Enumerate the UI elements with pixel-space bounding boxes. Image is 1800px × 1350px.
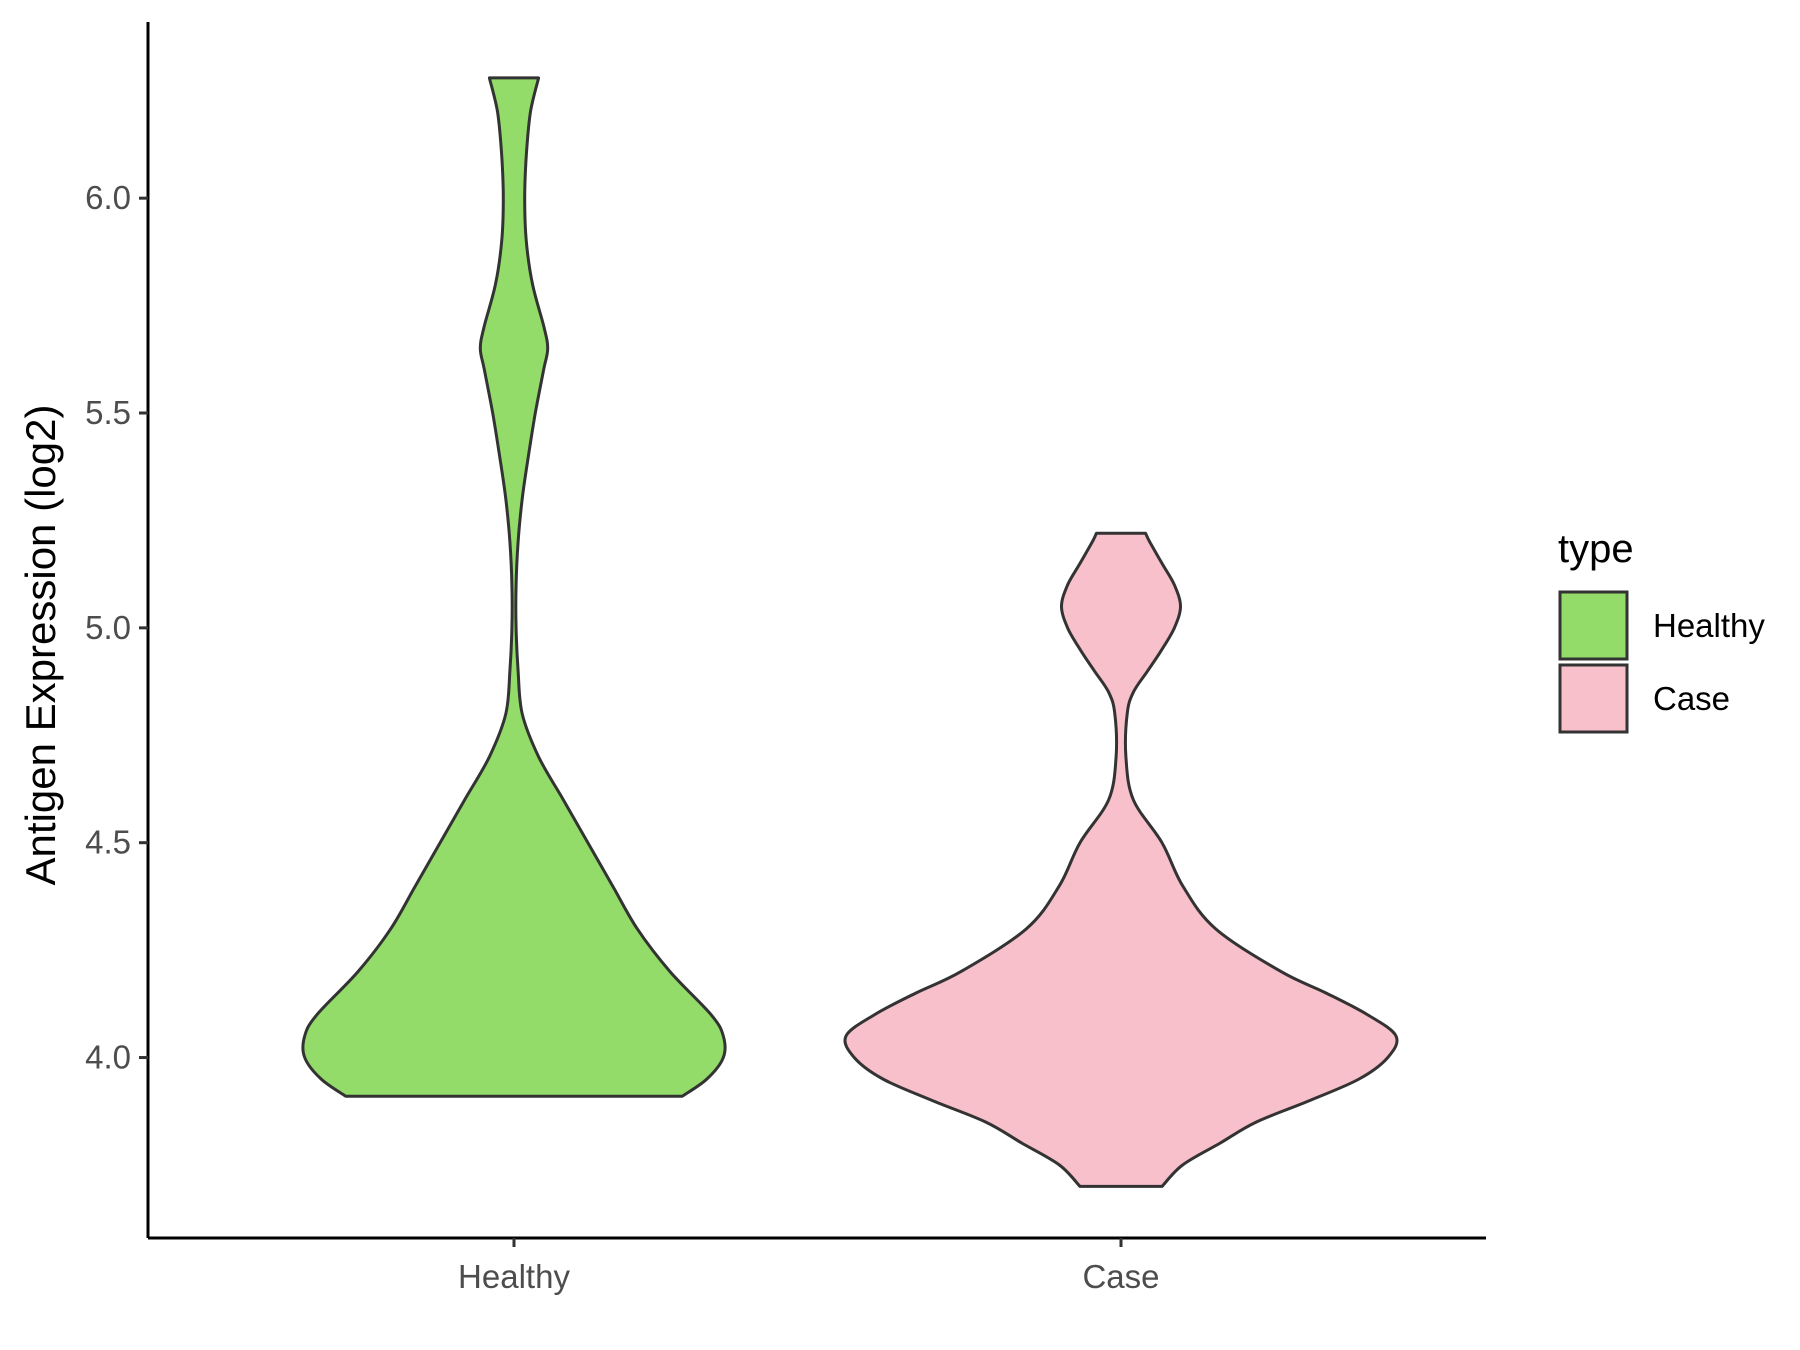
legend-label-healthy: Healthy — [1653, 607, 1765, 644]
y-tick-label: 5.5 — [85, 394, 131, 431]
violin-case — [843, 531, 1399, 1188]
legend-items: Healthy Case — [1558, 590, 1765, 734]
legend: type Healthy Case — [1558, 527, 1765, 734]
plot-area — [301, 76, 1399, 1188]
legend-swatch-healthy — [1558, 590, 1629, 661]
legend-label-case: Case — [1653, 680, 1730, 717]
x-tick-label: Healthy — [458, 1258, 570, 1295]
legend-title: type — [1558, 527, 1634, 571]
y-axis-ticks: 4.0 4.5 5.0 5.5 6.0 — [85, 179, 148, 1076]
violin-healthy — [301, 76, 727, 1098]
x-axis-ticks: Healthy Case — [458, 1238, 1160, 1295]
y-tick-label: 6.0 — [85, 179, 131, 216]
legend-swatch-case — [1558, 663, 1629, 734]
y-axis-title: Antigen Expression (log2) — [17, 405, 64, 886]
y-tick-label: 5.0 — [85, 609, 131, 646]
y-tick-label: 4.0 — [85, 1039, 131, 1076]
x-tick-label: Case — [1082, 1258, 1159, 1295]
y-tick-label: 4.5 — [85, 824, 131, 861]
